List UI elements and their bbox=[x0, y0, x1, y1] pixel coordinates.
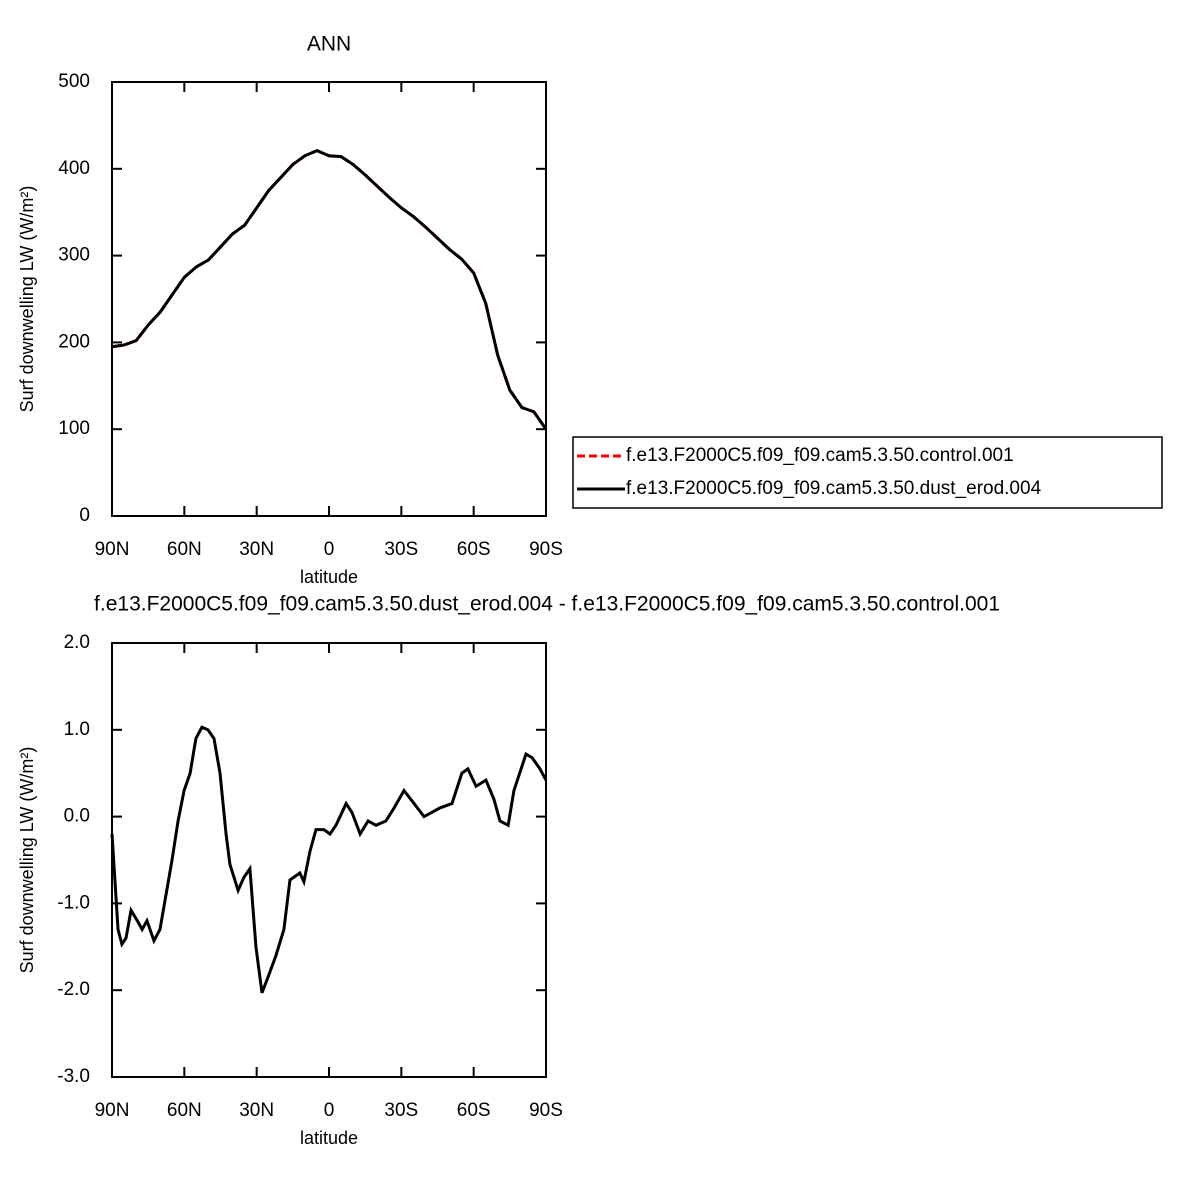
x-tick-label: 60N bbox=[167, 1100, 202, 1121]
data-line bbox=[110, 725, 548, 994]
legend-label: f.e13.F2000C5.f09_f09.cam5.3.50.dust_ero… bbox=[626, 478, 1042, 499]
x-tick-label: 30S bbox=[384, 1100, 418, 1121]
y-tick-label: 1.0 bbox=[64, 719, 90, 740]
y-axis-label: Surf downwelling LW (W/m²) bbox=[17, 186, 37, 413]
x-tick-label: 30N bbox=[239, 1100, 274, 1121]
x-tick-label: 90S bbox=[529, 539, 563, 560]
legend-box bbox=[572, 436, 1163, 509]
x-tick-label: 60S bbox=[457, 539, 491, 560]
y-tick-label: -1.0 bbox=[57, 892, 90, 913]
data-line bbox=[111, 148, 548, 431]
y-tick-label: 0.0 bbox=[64, 806, 90, 827]
x-tick-label: 0 bbox=[324, 1100, 335, 1121]
y-tick-label: 2.0 bbox=[64, 632, 90, 653]
y-tick-label: 100 bbox=[58, 418, 90, 439]
x-tick-label: 90N bbox=[95, 1100, 130, 1121]
y-tick-label: 200 bbox=[58, 331, 90, 352]
x-tick-label: 30S bbox=[384, 539, 418, 560]
y-tick-label: -3.0 bbox=[57, 1066, 90, 1087]
x-tick-label: 60S bbox=[457, 1100, 491, 1121]
legend-label: f.e13.F2000C5.f09_f09.cam5.3.50.control.… bbox=[626, 445, 1014, 466]
x-tick-label: 60N bbox=[167, 539, 202, 560]
x-tick-label: 90S bbox=[529, 1100, 563, 1121]
plot-frame bbox=[111, 642, 547, 1078]
chart-title: f.e13.F2000C5.f09_f09.cam5.3.50.dust_ero… bbox=[94, 593, 1000, 616]
x-tick-label: 0 bbox=[324, 539, 335, 560]
y-tick-label: -2.0 bbox=[57, 979, 90, 1000]
y-tick-label: 300 bbox=[58, 245, 90, 266]
y-axis-label: Surf downwelling LW (W/m²) bbox=[17, 747, 37, 974]
x-tick-label: 90N bbox=[95, 539, 130, 560]
y-tick-label: 500 bbox=[58, 71, 90, 92]
plot-frame bbox=[111, 81, 547, 517]
x-axis-label: latitude bbox=[300, 567, 358, 587]
y-tick-label: 0 bbox=[79, 505, 90, 526]
x-axis-label: latitude bbox=[300, 1128, 358, 1148]
x-tick-label: 30N bbox=[239, 539, 274, 560]
y-tick-label: 400 bbox=[58, 158, 90, 179]
chart-title: ANN bbox=[307, 33, 351, 56]
